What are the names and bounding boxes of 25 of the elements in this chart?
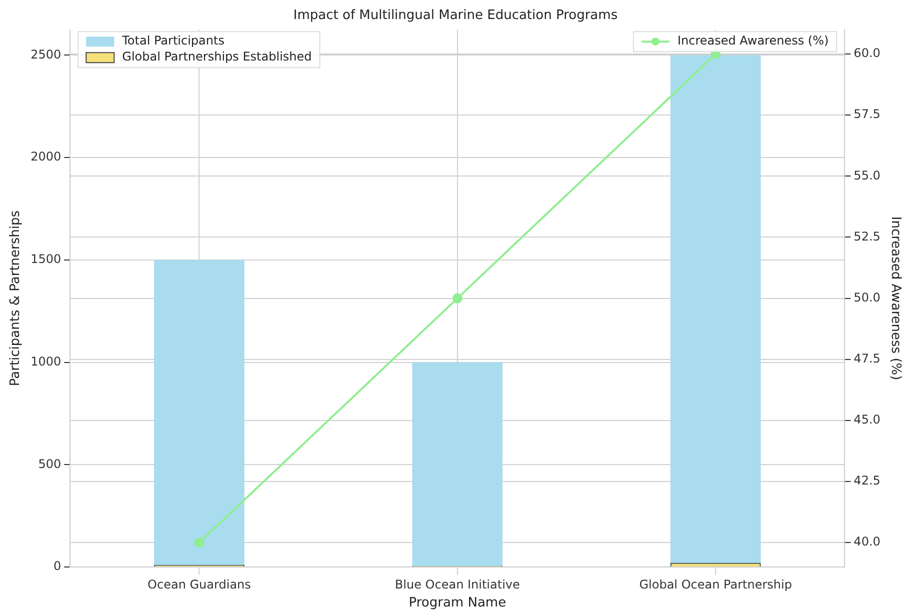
y-tick-label: 2500 bbox=[30, 47, 62, 62]
y-tick-label: 500 bbox=[38, 456, 62, 471]
y2-tick-label: 42.5 bbox=[854, 474, 880, 488]
y2-tick-label: 60.0 bbox=[854, 46, 880, 60]
y2-tick-label: 45.0 bbox=[854, 412, 880, 427]
y2-tick-label: 52.5 bbox=[854, 229, 880, 244]
y2-tick-label: 57.5 bbox=[854, 107, 880, 122]
y-tick-label: 1500 bbox=[30, 252, 62, 266]
y2-axis-title: Increased Awareness (%) bbox=[888, 216, 903, 380]
y2-tick-label: 50.0 bbox=[854, 290, 880, 304]
x-tick-label: Ocean Guardians bbox=[148, 577, 251, 592]
chart-title: Impact of Multilingual Marine Education Programs bbox=[293, 8, 618, 24]
legend-label: Global Partnerships Established bbox=[122, 50, 312, 64]
y2-tick-label: 40.0 bbox=[854, 534, 880, 549]
legend-label: Total Participants bbox=[121, 34, 224, 48]
y-tick-label: 2000 bbox=[30, 150, 62, 164]
y2-tick-label: 55.0 bbox=[854, 168, 880, 182]
x-tick-label: Blue Ocean Initiative bbox=[394, 577, 520, 592]
x-tick-label: Global Ocean Partnership bbox=[639, 577, 792, 592]
y-axis-title: Participants & Partnerships bbox=[8, 210, 24, 386]
y2-tick-label: 47.5 bbox=[854, 351, 880, 366]
x-axis-title: Program Name bbox=[408, 596, 506, 611]
y-tick-label: 0 bbox=[54, 559, 62, 574]
legend-label: Increased Awareness (%) bbox=[677, 34, 829, 48]
y-tick-label: 1000 bbox=[30, 354, 62, 368]
